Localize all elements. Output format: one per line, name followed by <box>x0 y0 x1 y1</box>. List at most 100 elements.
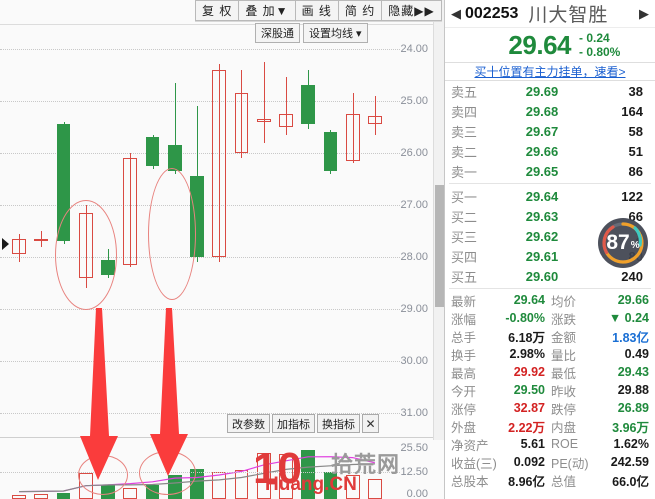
stock-name: 川大智胜 <box>528 5 609 26</box>
change-absolute: - 0.24 <box>579 31 610 45</box>
close-indicator-icon[interactable]: ✕ <box>362 414 379 433</box>
candle-body <box>367 116 382 125</box>
bid-label: 买三 <box>451 229 478 245</box>
stat-row: 收益(三) 0.092 PE(动) 242.59 <box>445 453 655 471</box>
stat-row: 净资产 5.61 ROE 1.62% <box>445 435 655 453</box>
ask-label: 卖二 <box>451 144 478 160</box>
add-indicator-button[interactable]: 加指标 <box>272 414 315 433</box>
chart-cursor-caret <box>2 238 9 250</box>
stat-key: 最新 <box>451 294 477 309</box>
ask-row[interactable]: 卖三 29.67 58 <box>445 121 655 141</box>
bid-row[interactable]: 买五 29.60 240 <box>445 266 655 286</box>
promo-banner[interactable]: 买十位置有主力挂单，速看> <box>445 62 655 81</box>
simple-button[interactable]: 简 约 <box>338 0 383 21</box>
candle-body <box>12 238 26 255</box>
ask-label: 卖五 <box>451 84 478 100</box>
bid-volume: 66 <box>628 208 643 224</box>
ask-price: 29.67 <box>525 123 559 139</box>
stat-key: 换手 <box>451 348 477 363</box>
chart-toolbar-secondary: 深股通 设置均线 ▾ <box>255 23 368 43</box>
stat-key-2: 最低 <box>551 366 577 381</box>
stat-key: 涨停 <box>451 402 477 417</box>
ask-row[interactable]: 卖四 29.68 164 <box>445 101 655 121</box>
stat-value-2: 26.89 <box>617 401 649 415</box>
overlay-button[interactable]: 叠 加▼ <box>239 0 296 21</box>
candle-body <box>167 145 182 172</box>
set-ma-button[interactable]: 设置均线 ▾ <box>303 23 368 43</box>
ask-order-book: 卖五 29.69 38 卖四 29.68 164 卖三 29.67 58 卖二 29.66 51 卖一 2… <box>445 81 655 181</box>
bid-row[interactable]: 买二 29.63 66 <box>445 206 655 226</box>
gridline <box>0 309 400 311</box>
candle-wick <box>219 64 220 263</box>
stat-key-2: 内盘 <box>551 420 577 435</box>
bid-row[interactable]: 买三 29.62 2 <box>445 226 655 246</box>
toolbar-underline <box>0 24 444 25</box>
volume-axis-label: 0.00 <box>406 488 428 499</box>
hide-button[interactable]: 隐藏▶▶ <box>382 0 442 21</box>
next-stock-icon[interactable]: ▶ <box>639 5 649 21</box>
shenzhen-connect-button[interactable]: 深股通 <box>255 23 300 43</box>
stock-code: 002253 <box>465 4 519 22</box>
stat-key: 总股本 <box>451 474 489 489</box>
promo-link[interactable]: 买十位置有主力挂单，速看> <box>474 65 626 79</box>
bid-row[interactable]: 买四 29.61 80 <box>445 246 655 266</box>
chart-scrollbar[interactable] <box>433 0 444 440</box>
stat-row: 总手 6.18万 金额 1.83亿 <box>445 327 655 345</box>
price-axis-label: 31.00 <box>400 407 428 420</box>
bid-label: 买四 <box>451 249 478 265</box>
switch-indicator-button[interactable]: 换指标 <box>317 414 360 433</box>
stat-row: 最新 29.64 均价 29.66 <box>445 291 655 309</box>
candle-body <box>78 212 93 278</box>
gridline <box>0 257 400 259</box>
restore-rights-button[interactable]: 复 权 <box>195 0 240 21</box>
ask-label: 卖四 <box>451 104 478 120</box>
volume-bar <box>345 474 360 499</box>
candle-body <box>123 158 138 265</box>
ask-volume: 86 <box>628 163 643 179</box>
stat-value-2: ▼ 0.24 <box>608 311 649 325</box>
bid-label: 买一 <box>451 189 478 205</box>
chart-separator <box>0 437 444 438</box>
volume-axis: 25.50 12.50 0.00 <box>386 440 432 499</box>
chart-scrollbar-thumb[interactable] <box>435 185 444 307</box>
edit-params-button[interactable]: 改参数 <box>227 414 270 433</box>
stat-key: 外盘 <box>451 420 477 435</box>
candle-body <box>345 113 360 161</box>
stat-value: 0.092 <box>513 455 545 469</box>
stat-key-2: 均价 <box>551 294 577 309</box>
stat-key-2: 量比 <box>551 348 577 363</box>
stat-key-2: 跌停 <box>551 402 577 417</box>
volume-ma-line <box>19 463 375 493</box>
gridline <box>0 152 400 154</box>
candle-body <box>34 238 49 242</box>
stat-key-2: PE(动) <box>551 456 589 471</box>
prev-stock-icon[interactable]: ◀ <box>451 5 461 21</box>
stat-key: 涨幅 <box>451 312 477 327</box>
candle-wick <box>375 95 376 135</box>
order-book-divider <box>449 183 651 184</box>
stat-value: 29.64 <box>513 293 545 307</box>
stat-key: 总手 <box>451 330 477 345</box>
ask-row[interactable]: 卖五 29.69 38 <box>445 81 655 101</box>
candle-body <box>101 259 115 276</box>
gridline <box>0 361 400 363</box>
stats-table: 最新 29.64 均价 29.66 涨幅 -0.80% 涨跌 ▼ 0.24 总手 6.18万 金额 1… <box>445 291 655 489</box>
ask-row[interactable]: 卖一 29.65 86 <box>445 161 655 181</box>
gridline <box>0 413 400 415</box>
stat-row: 换手 2.98% 量比 0.49 <box>445 345 655 363</box>
volume-bar <box>145 485 160 499</box>
ask-price: 29.65 <box>525 163 559 179</box>
drawline-button[interactable]: 画 线 <box>295 0 339 21</box>
ask-row[interactable]: 卖二 29.66 51 <box>445 141 655 161</box>
bid-label: 买二 <box>451 209 478 225</box>
bid-volume: 2 <box>635 228 643 244</box>
stat-key-2: 金额 <box>551 330 577 345</box>
candle-body <box>301 85 316 125</box>
stat-value-2: 29.88 <box>617 383 649 397</box>
stat-value-2: 1.62% <box>613 437 649 451</box>
bid-row[interactable]: 买一 29.64 122 <box>445 186 655 206</box>
stat-row: 总股本 8.96亿 总值 66.0亿 <box>445 471 655 489</box>
bid-order-book: 买一 29.64 122 买二 29.63 66 买三 29.62 2 买四 29.61 80 买五 29… <box>445 186 655 286</box>
stat-row: 外盘 2.22万 内盘 3.96万 <box>445 417 655 435</box>
quote-pane: ◀ 002253 川大智胜 ▶ 29.64 - 0.24 - 0.80% 买十位… <box>444 0 655 499</box>
